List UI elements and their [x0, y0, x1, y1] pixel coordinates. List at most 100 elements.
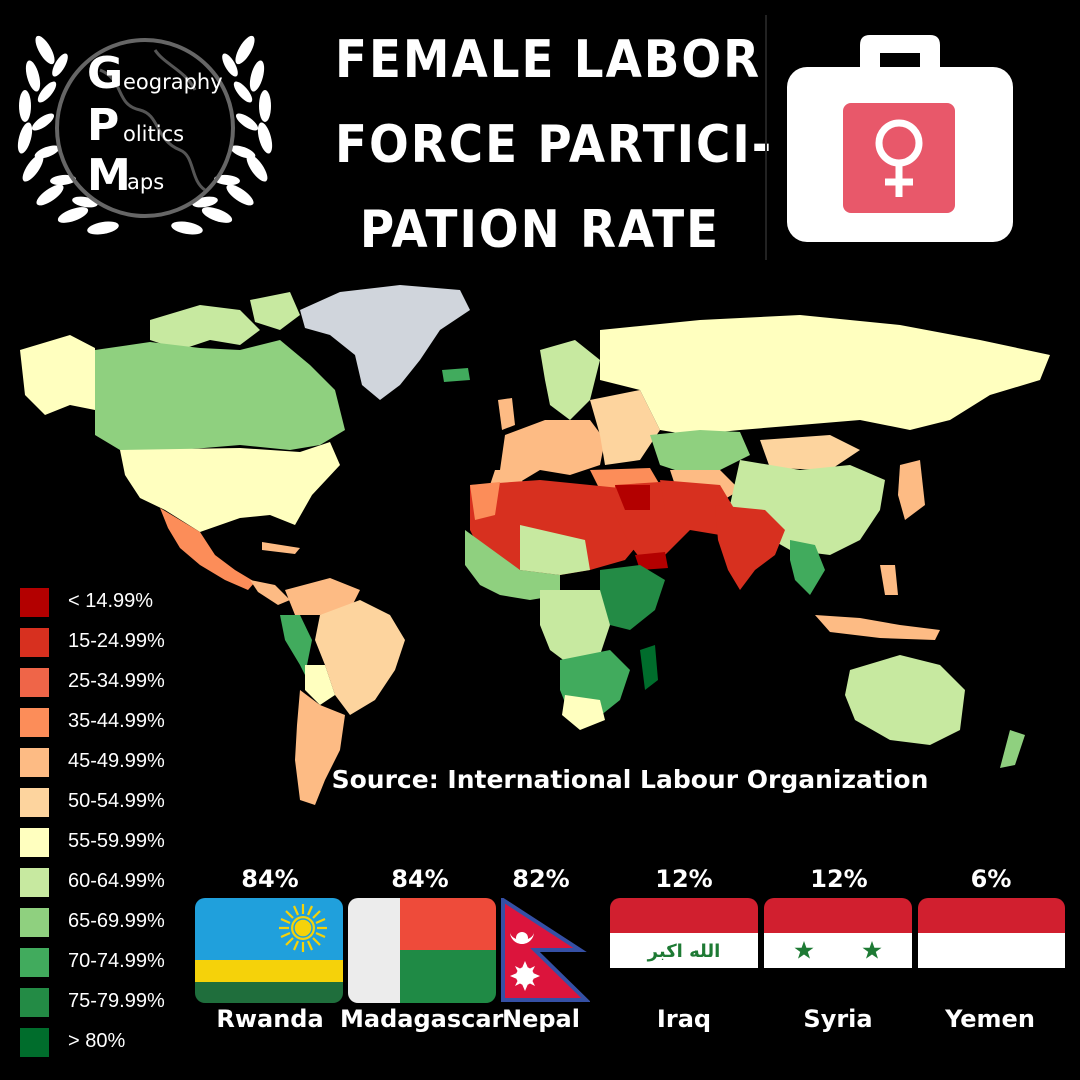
colombia-venezuela-region [285, 578, 360, 615]
legend-swatch [20, 708, 49, 737]
briefcase-female-symbol-icon [785, 25, 1015, 245]
moon-icon [510, 932, 534, 944]
logo-letter-g: G [87, 48, 124, 99]
central-america-region [250, 580, 290, 605]
iraq-label: Iraq [656, 1005, 712, 1033]
laurel-wreath-icon [17, 35, 273, 235]
legend-label: 45-49.99% [68, 750, 165, 772]
legend-item: 45-49.99% [20, 745, 240, 777]
legend-item: > 80% [20, 1025, 240, 1057]
page-title: FEMALE LABOR FORCE PARTICI- PATION RATE [335, 18, 771, 273]
nepal-label: Nepal [502, 1005, 580, 1033]
sun-icon [279, 904, 327, 952]
iraq-flag-script: الله اكبر [647, 941, 721, 962]
title-line-3: PATION RATE [359, 200, 721, 260]
legend-label: 65-69.99% [68, 910, 165, 932]
syria-percent: 12% [810, 865, 868, 893]
star-icon [862, 941, 882, 959]
cuba-region [262, 542, 300, 554]
sun-icon [510, 961, 540, 991]
india-region [715, 505, 785, 590]
legend-swatch [20, 908, 49, 937]
legend-label: 70-74.99% [68, 950, 165, 972]
gpm-logo: G eography P olitics M aps [5, 10, 285, 250]
west-africa-region [465, 530, 560, 600]
legend-label: 50-54.99% [68, 790, 165, 812]
legend-swatch [20, 948, 49, 977]
legend-label: < 14.99% [68, 590, 154, 612]
australia-region [845, 655, 965, 745]
uk-region [498, 398, 515, 430]
legend-label: 25-34.99% [68, 670, 165, 692]
legend-swatch [20, 868, 49, 897]
iraq-flag: الله اكبر [610, 898, 758, 1003]
central-africa-region [540, 590, 610, 665]
legend-label: 35-44.99% [68, 710, 165, 732]
east-africa-region [600, 565, 665, 630]
legend-label: 60-64.99% [68, 870, 165, 892]
madagascar-percent: 84% [391, 865, 449, 893]
logo-letter-m: M [87, 150, 131, 201]
world-choropleth-map [0, 270, 1080, 830]
japan-region [898, 460, 925, 520]
western-europe-region [500, 420, 605, 485]
new-zealand-region [1000, 730, 1025, 768]
star-icon [794, 941, 814, 959]
logo-word-politics: olitics [123, 122, 185, 146]
legend-swatch [20, 668, 49, 697]
canada-arctic-region-2 [250, 292, 300, 330]
legend-item: 65-69.99% [20, 905, 240, 937]
header-divider [765, 15, 767, 260]
legend-item: 60-64.99% [20, 865, 240, 897]
indonesia-region [815, 615, 940, 640]
canada-region [95, 340, 345, 450]
brazil-region [315, 600, 405, 715]
legend-item: 55-59.99% [20, 825, 240, 857]
iceland-region [442, 368, 470, 382]
iraq-syria-region [615, 485, 650, 510]
legend-swatch [20, 828, 49, 857]
bolivia-region [305, 665, 335, 705]
legend-item: 35-44.99% [20, 705, 240, 737]
madagascar-label: Madagascar [340, 1005, 504, 1033]
logo-word-geography: eography [123, 70, 223, 94]
title-line-1: FEMALE LABOR [335, 30, 762, 90]
ecuador-peru-region [280, 615, 312, 675]
legend-item: 50-54.99% [20, 785, 240, 817]
legend-item: 25-34.99% [20, 665, 240, 697]
legend-item: < 14.99% [20, 585, 240, 617]
iraq-percent: 12% [655, 865, 713, 893]
greenland-region [300, 285, 470, 400]
syria-flag [764, 898, 912, 1003]
logo-letter-p: P [87, 100, 120, 151]
southeast-asia-region [790, 540, 825, 595]
source-note: Source: International Labour Organizatio… [331, 765, 929, 794]
argentina-chile-region [295, 690, 345, 805]
rwanda-label: Rwanda [216, 1005, 324, 1033]
legend-label: 55-59.99% [68, 830, 165, 852]
legend-swatch [20, 748, 49, 777]
rwanda-percent: 84% [241, 865, 299, 893]
eastern-europe-region [590, 390, 660, 465]
legend-label: > 80% [68, 1030, 126, 1052]
iran-pakistan-region [660, 480, 735, 535]
legend-item: 75-79.99% [20, 985, 240, 1017]
legend-item: 70-74.99% [20, 945, 240, 977]
syria-label: Syria [803, 1005, 873, 1033]
yemen-label: Yemen [945, 1005, 1035, 1033]
legend-swatch [20, 628, 49, 657]
north-africa-region [470, 480, 650, 575]
legend-label: 15-24.99% [68, 630, 165, 652]
scandinavia-region [540, 340, 600, 420]
legend-swatch [20, 788, 49, 817]
yemen-percent: 6% [970, 865, 1012, 893]
yemen-flag [918, 898, 1065, 1003]
morocco-region [470, 482, 500, 520]
rwanda-flag [195, 898, 343, 1003]
legend-label: 75-79.99% [68, 990, 165, 1012]
mongolia-region [760, 435, 860, 470]
legend-swatch [20, 1028, 49, 1057]
russia-region [600, 315, 1050, 435]
sahel-region [520, 525, 590, 575]
